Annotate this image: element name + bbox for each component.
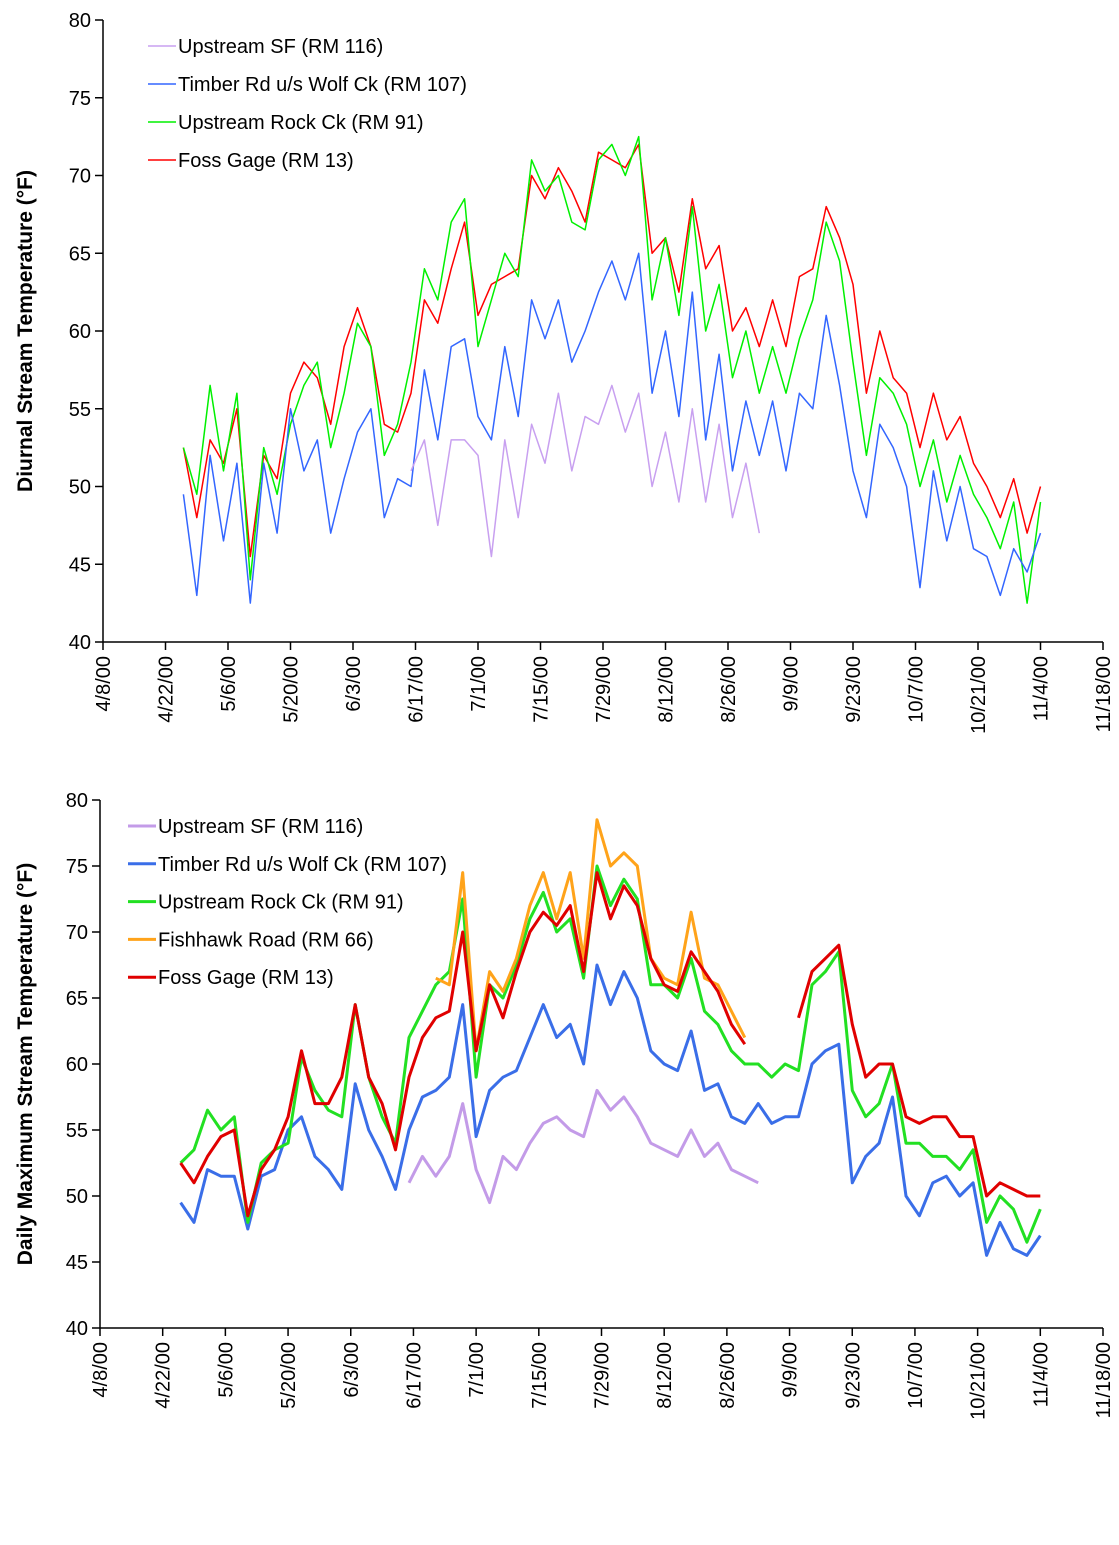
x-tick-label: 11/4/00 xyxy=(1031,656,1053,721)
legend-label: Fishhawk Road (RM 66) xyxy=(158,929,374,951)
x-tick-label: 7/1/00 xyxy=(466,1342,488,1398)
y-tick-label: 50 xyxy=(69,477,91,499)
legend-label: Upstream SF (RM 116) xyxy=(178,36,383,58)
x-tick-label: 6/17/00 xyxy=(406,656,428,723)
y-tick-label: 45 xyxy=(69,554,91,576)
x-tick-label: 8/26/00 xyxy=(718,656,740,723)
series-line xyxy=(179,963,1042,1257)
x-tick-label: 9/9/00 xyxy=(781,656,803,712)
x-tick-label: 5/20/00 xyxy=(278,1342,300,1409)
x-tick-label: 4/8/00 xyxy=(90,1342,112,1398)
y-tick-label: 80 xyxy=(66,790,88,812)
x-tick-label: 9/23/00 xyxy=(843,656,865,723)
x-tick-label: 8/12/00 xyxy=(654,1342,676,1409)
y-tick-label: 70 xyxy=(66,922,88,944)
y-tick-label: 60 xyxy=(69,321,91,343)
legend-label: Upstream Rock Ck (RM 91) xyxy=(178,112,424,134)
y-tick-label: 75 xyxy=(69,88,91,110)
x-tick-label: 6/3/00 xyxy=(341,1342,363,1398)
y-tick-label: 60 xyxy=(66,1054,88,1076)
series-line xyxy=(182,135,1042,604)
series-line xyxy=(435,818,747,1053)
y-tick-label: 75 xyxy=(66,856,88,878)
x-tick-label: 5/20/00 xyxy=(281,656,303,723)
legend-label: Upstream Rock Ck (RM 91) xyxy=(158,892,404,914)
y-tick-label: 55 xyxy=(69,399,91,421)
x-tick-label: 5/6/00 xyxy=(215,1342,237,1398)
y-tick-label: 50 xyxy=(66,1186,88,1208)
x-tick-label: 8/12/00 xyxy=(656,656,678,723)
legend-label: Foss Gage (RM 13) xyxy=(158,967,334,989)
series-line xyxy=(410,384,761,558)
series-line xyxy=(179,871,1041,1218)
x-tick-label: 7/15/00 xyxy=(531,656,553,723)
x-tick-label: 9/9/00 xyxy=(780,1342,802,1398)
x-tick-label: 7/1/00 xyxy=(468,656,490,712)
y-tick-label: 45 xyxy=(66,1252,88,1274)
x-tick-label: 6/17/00 xyxy=(403,1342,425,1409)
x-tick-label: 9/23/00 xyxy=(842,1342,864,1409)
x-tick-label: 10/21/00 xyxy=(968,656,990,734)
y-tick-label: 80 xyxy=(69,10,91,32)
series-line xyxy=(407,1088,759,1205)
y-tick-label: 40 xyxy=(69,632,91,654)
x-tick-label: 7/29/00 xyxy=(592,1342,614,1409)
y-axis-label: Diurnal Stream Temperature (°F) xyxy=(14,170,37,492)
x-tick-label: 6/3/00 xyxy=(343,656,365,712)
y-tick-label: 65 xyxy=(69,243,91,265)
x-tick-label: 7/15/00 xyxy=(529,1342,551,1409)
x-tick-label: 10/21/00 xyxy=(968,1342,990,1420)
y-tick-label: 70 xyxy=(69,166,91,188)
x-tick-label: 4/8/00 xyxy=(93,656,115,712)
series-line xyxy=(179,864,1042,1244)
x-tick-label: 10/7/00 xyxy=(906,656,928,723)
x-tick-label: 11/18/00 xyxy=(1093,1342,1115,1418)
legend-label: Foss Gage (RM 13) xyxy=(178,150,354,172)
x-tick-label: 4/22/00 xyxy=(156,656,178,723)
y-axis-label: Daily Maximum Stream Temperature (°F) xyxy=(14,863,37,1265)
x-tick-label: 5/6/00 xyxy=(218,656,240,712)
y-tick-label: 55 xyxy=(66,1120,88,1142)
x-tick-label: 7/29/00 xyxy=(593,656,615,723)
x-tick-label: 10/7/00 xyxy=(905,1342,927,1409)
x-tick-label: 11/4/00 xyxy=(1030,1342,1052,1407)
series-line xyxy=(182,252,1042,604)
y-tick-label: 65 xyxy=(66,988,88,1010)
legend-label: Timber Rd u/s Wolf Ck (RM 107) xyxy=(178,74,467,96)
legend-label: Upstream SF (RM 116) xyxy=(158,816,363,838)
series-line xyxy=(182,143,1042,558)
x-tick-label: 11/18/00 xyxy=(1093,656,1115,732)
x-tick-label: 4/22/00 xyxy=(153,1342,175,1409)
x-tick-label: 8/26/00 xyxy=(717,1342,739,1409)
legend-label: Timber Rd u/s Wolf Ck (RM 107) xyxy=(158,854,447,876)
y-tick-label: 40 xyxy=(66,1318,88,1340)
